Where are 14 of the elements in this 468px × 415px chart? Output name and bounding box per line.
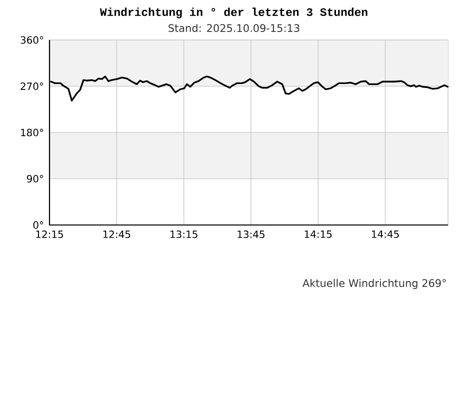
y-tick-label: 0° bbox=[33, 221, 44, 229]
y-tick-label: 90° bbox=[26, 174, 44, 183]
chart-subtitle: Stand: 2025.10.09-15:13 bbox=[168, 24, 300, 32]
y-tick-label: 270° bbox=[20, 82, 44, 90]
x-tick-label: 12:45 bbox=[103, 230, 130, 238]
y-tick-label: 360° bbox=[20, 36, 44, 44]
y-tick-label: 180° bbox=[21, 128, 44, 136]
x-tick-label: 14:45 bbox=[372, 230, 399, 238]
x-tick-label: 14:15 bbox=[304, 230, 332, 238]
x-tick-label: 13:45 bbox=[238, 230, 264, 238]
x-tick-label: 13:15 bbox=[170, 230, 198, 238]
text: Aktuelle Windrichtung 269° bbox=[302, 278, 446, 290]
chart-title: Windrichtung in ° der letzten 3 Stunden bbox=[100, 8, 368, 18]
x-tick-label: 12:15 bbox=[36, 230, 63, 238]
